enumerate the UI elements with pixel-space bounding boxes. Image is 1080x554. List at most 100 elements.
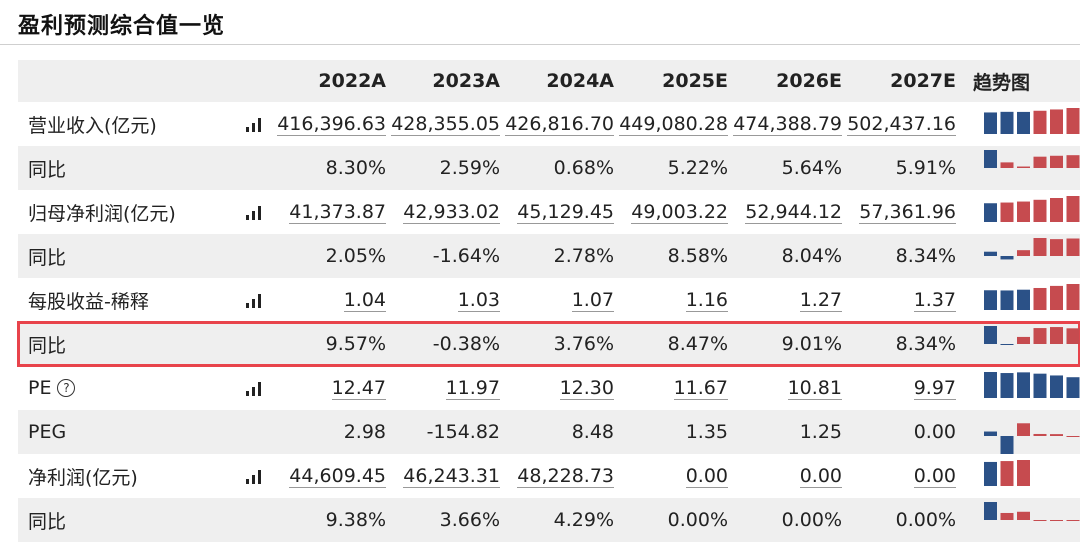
value-text: 8.34% xyxy=(895,245,956,267)
trend-bar xyxy=(1066,520,1080,521)
value-cell: 0.00 xyxy=(732,454,842,498)
trend-bar xyxy=(1050,375,1063,398)
value-text: -154.82 xyxy=(426,421,500,443)
table-header-row: 2022A 2023A 2024A 2025E 2026E 2027E 趋势图 xyxy=(18,60,1080,102)
table-row: 营业收入(亿元) 416,396.63 428,355.05 426,816.70 44… xyxy=(18,102,1080,146)
value-cell: 1.07 xyxy=(504,278,614,322)
value-text: 474,388.79 xyxy=(733,112,842,136)
trend-bar xyxy=(984,290,997,310)
value-text: 428,355.05 xyxy=(391,112,500,136)
trend-bar xyxy=(1000,162,1014,168)
trend-bar xyxy=(1066,436,1080,437)
value-cell: 474,388.79 xyxy=(732,102,842,146)
value-text: 4.29% xyxy=(553,509,614,531)
trend-bar xyxy=(984,203,997,222)
bar-chart-icon[interactable] xyxy=(246,118,266,132)
value-text: 46,243.31 xyxy=(403,464,500,488)
table-row: PE? 12.47 11.97 12.30 11.67 10.81 9.97 xyxy=(18,366,1080,410)
trend-bar xyxy=(1000,344,1014,345)
trend-bar xyxy=(1050,285,1063,310)
trend-bar xyxy=(1033,110,1047,134)
value-text: 0.00% xyxy=(781,509,842,531)
trend-bar xyxy=(1000,256,1014,260)
value-text: 42,933.02 xyxy=(403,200,500,224)
value-cell: 449,080.28 xyxy=(618,102,728,146)
value-cell: 3.76% xyxy=(504,322,614,366)
trend-bar xyxy=(1017,336,1030,344)
value-text: 8.30% xyxy=(325,157,386,179)
value-text: 8.58% xyxy=(667,245,728,267)
value-text: 449,080.28 xyxy=(619,112,728,136)
value-text: 5.22% xyxy=(667,157,728,179)
value-cell: 1.16 xyxy=(618,278,728,322)
row-label: PE? xyxy=(28,366,76,410)
value-text: 2.59% xyxy=(439,157,500,179)
trend-bar xyxy=(1017,460,1030,486)
bar-chart-icon[interactable] xyxy=(246,206,266,220)
bar-chart-icon[interactable] xyxy=(246,294,266,308)
row-label-text: 同比 xyxy=(28,510,67,533)
trend-sparkline xyxy=(984,423,1080,454)
trend-bar xyxy=(1017,511,1030,520)
table-row: 同比 9.38% 3.66% 4.29% 0.00% 0.00% 0.00% xyxy=(18,498,1080,542)
trend-bar xyxy=(1000,290,1014,310)
value-cell: 11.67 xyxy=(618,366,728,410)
trend-bar xyxy=(1033,156,1047,168)
value-text: 2.78% xyxy=(553,245,614,267)
page-title: 盈利预测综合值一览 xyxy=(18,14,226,39)
value-cell: 12.30 xyxy=(504,366,614,410)
column-header-2023a: 2023A xyxy=(432,70,500,92)
value-text: 44,609.45 xyxy=(289,464,386,488)
value-cell: 10.81 xyxy=(732,366,842,410)
value-text: 5.91% xyxy=(895,157,956,179)
value-text: 416,396.63 xyxy=(277,112,386,136)
trend-bar xyxy=(1000,512,1014,520)
trend-bar xyxy=(1017,423,1030,436)
value-cell: 428,355.05 xyxy=(390,102,500,146)
trend-bar xyxy=(1017,166,1030,168)
trend-bar xyxy=(984,112,997,134)
row-label-text: 同比 xyxy=(28,246,67,269)
question-circle-icon[interactable]: ? xyxy=(57,379,76,397)
value-text: 0.00 xyxy=(913,421,956,443)
row-label: PEG xyxy=(28,410,66,454)
trend-bar xyxy=(1066,196,1080,222)
value-text: 0.00 xyxy=(913,464,956,488)
bar-chart-icon[interactable] xyxy=(246,382,266,396)
value-text: 5.64% xyxy=(781,157,842,179)
value-cell: 52,944.12 xyxy=(732,190,842,234)
row-label-text: 净利润(亿元) xyxy=(28,466,138,489)
value-text: 12.30 xyxy=(559,376,614,400)
row-label: 营业收入(亿元) xyxy=(28,102,157,146)
trend-sparkline xyxy=(984,108,1080,134)
column-header-2026e: 2026E xyxy=(776,70,842,92)
value-cell: 9.01% xyxy=(732,322,842,366)
trend-sparkline xyxy=(984,502,1080,521)
row-label-text: 同比 xyxy=(28,334,67,357)
trend-bar xyxy=(1033,287,1047,310)
value-text: 49,003.22 xyxy=(631,200,728,224)
column-header-trend: 趋势图 xyxy=(973,71,1031,94)
value-cell: 4.29% xyxy=(504,498,614,542)
bar-chart-icon[interactable] xyxy=(246,470,266,484)
trend-bar xyxy=(984,150,997,168)
trend-bar xyxy=(1033,373,1047,398)
trend-bar xyxy=(1033,328,1047,344)
value-text: 1.25 xyxy=(799,421,842,443)
value-cell: 8.04% xyxy=(732,234,842,278)
table-row-highlighted: 同比 9.57% -0.38% 3.76% 8.47% 9.01% 8.34% xyxy=(17,321,1080,367)
value-text: -1.64% xyxy=(432,245,500,267)
value-cell: 1.03 xyxy=(390,278,500,322)
value-cell: 0.00 xyxy=(846,410,956,454)
value-text: -0.38% xyxy=(432,333,500,355)
value-text: 0.00% xyxy=(667,509,728,531)
trend-bar xyxy=(1050,434,1063,436)
value-text: 1.35 xyxy=(685,421,728,443)
value-cell: 0.68% xyxy=(504,146,614,190)
value-cell: 2.98 xyxy=(276,410,386,454)
value-text: 2.05% xyxy=(325,245,386,267)
row-label-text: 归母净利润(亿元) xyxy=(28,202,176,225)
trend-sparkline xyxy=(984,150,1080,168)
value-cell: 8.47% xyxy=(618,322,728,366)
trend-bar xyxy=(1066,328,1080,344)
